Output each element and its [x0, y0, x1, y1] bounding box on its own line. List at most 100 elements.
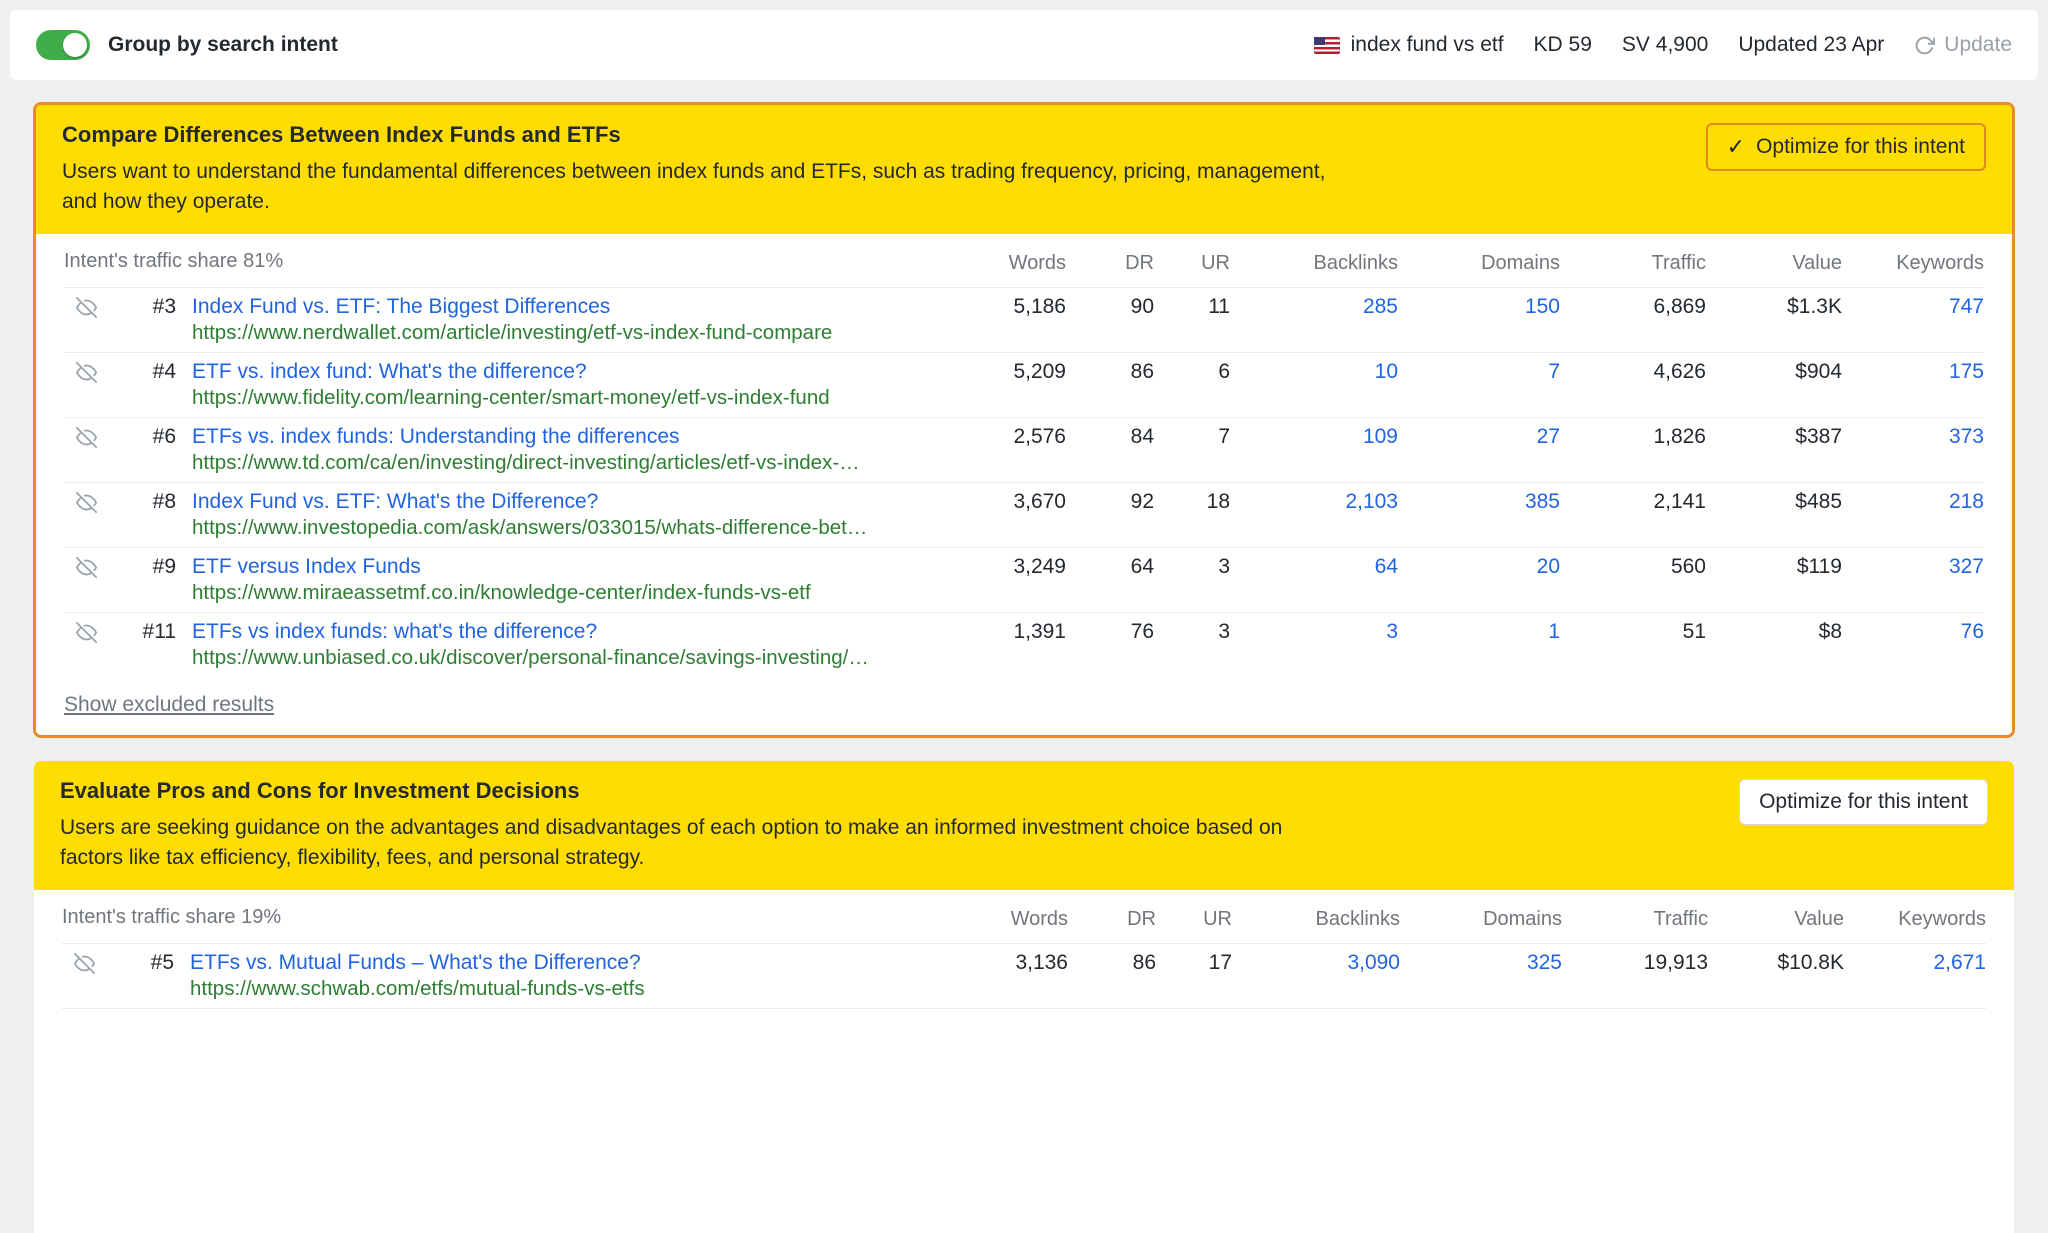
checkmark-icon: ✓: [1726, 134, 1746, 159]
backlinks-link[interactable]: 2,103: [1345, 490, 1398, 513]
result-title-link[interactable]: ETF vs. index fund: What's the differenc…: [192, 360, 587, 383]
value-value: $1.3K: [1787, 295, 1842, 318]
domains-link[interactable]: 7: [1548, 360, 1560, 383]
domains-link[interactable]: 20: [1536, 555, 1560, 578]
domains-link[interactable]: 385: [1524, 490, 1560, 513]
group-by-search-intent-toggle[interactable]: [36, 30, 90, 60]
column-header-value: Value: [1792, 252, 1842, 274]
dr-value: 84: [1130, 425, 1154, 448]
eye-off-icon[interactable]: [76, 427, 97, 448]
result-title-link[interactable]: Index Fund vs. ETF: What's the Differenc…: [192, 490, 599, 513]
result-url-link[interactable]: https://www.td.com/ca/en/investing/direc…: [192, 451, 860, 474]
column-header-value: Value: [1794, 908, 1844, 930]
update-button[interactable]: Update: [1914, 33, 2012, 57]
intent-card-compare-differences: Compare Differences Between Index Funds …: [33, 102, 2015, 738]
domains-cell: 7: [1398, 359, 1560, 385]
intent-description: Users are seeking guidance on the advant…: [60, 816, 1283, 869]
result-title-link[interactable]: ETFs vs. index funds: Understanding the …: [192, 425, 680, 448]
backlinks-cell: 3: [1230, 619, 1398, 645]
result-rank: #6: [152, 425, 176, 448]
backlinks-cell: 2,103: [1230, 489, 1398, 515]
domains-link[interactable]: 1: [1548, 620, 1560, 643]
backlinks-link[interactable]: 109: [1362, 425, 1398, 448]
dr-value: 64: [1130, 555, 1154, 578]
result-rank: #9: [152, 555, 176, 578]
result-rank: #11: [142, 620, 176, 643]
table-row: #5 ETFs vs. Mutual Funds – What's the Dif…: [62, 943, 1986, 1008]
backlinks-link[interactable]: 64: [1374, 555, 1398, 578]
result-rank: #5: [150, 951, 174, 974]
result-url-link[interactable]: https://www.schwab.com/etfs/mutual-funds…: [190, 977, 645, 1000]
keywords-link[interactable]: 373: [1948, 425, 1984, 448]
result-rank: #8: [152, 490, 176, 513]
keywords-link[interactable]: 175: [1948, 360, 1984, 383]
eye-off-icon[interactable]: [76, 557, 97, 578]
value-value: $904: [1795, 360, 1842, 383]
table-row: #8 Index Fund vs. ETF: What's the Differe…: [64, 482, 1984, 547]
traffic-share-label: Intent's traffic share 19%: [62, 906, 282, 928]
card-filler: [62, 1009, 1986, 1233]
result-url-link[interactable]: https://www.nerdwallet.com/article/inves…: [192, 321, 833, 344]
keywords-link[interactable]: 327: [1948, 555, 1984, 578]
result-url-link[interactable]: https://www.fidelity.com/learning-center…: [192, 386, 830, 409]
ur-value: 11: [1208, 295, 1230, 318]
domains-link[interactable]: 150: [1524, 295, 1560, 318]
dr-value: 86: [1132, 951, 1156, 974]
result-title-link[interactable]: ETFs vs. Mutual Funds – What's the Diffe…: [190, 951, 641, 974]
table-row: #4 ETF vs. index fund: What's the differe…: [64, 352, 1984, 417]
backlinks-link[interactable]: 285: [1362, 295, 1398, 318]
eye-off-icon[interactable]: [74, 953, 95, 974]
intent-card-pros-and-cons: Evaluate Pros and Cons for Investment De…: [33, 760, 2015, 1233]
optimize-button-label: Optimize for this intent: [1759, 790, 1968, 813]
traffic-value: 6,869: [1653, 295, 1706, 318]
keywords-link[interactable]: 747: [1948, 295, 1984, 318]
backlinks-cell: 285: [1230, 294, 1398, 320]
result-url-link[interactable]: https://www.unbiased.co.uk/discover/pers…: [192, 646, 869, 669]
backlinks-cell: 3,090: [1232, 950, 1400, 976]
eye-off-icon[interactable]: [76, 622, 97, 643]
optimize-button-label: Optimize for this intent: [1756, 135, 1965, 158]
value-value: $8: [1818, 620, 1842, 643]
eye-off-icon[interactable]: [76, 297, 97, 318]
eye-off-icon[interactable]: [76, 362, 97, 383]
domains-link[interactable]: 325: [1526, 951, 1562, 974]
kd-label: KD 59: [1533, 33, 1592, 56]
result-url-link[interactable]: https://www.investopedia.com/ask/answers…: [192, 516, 868, 539]
refresh-icon: [1914, 35, 1936, 56]
table-row: #3 Index Fund vs. ETF: The Biggest Differ…: [64, 287, 1984, 352]
show-excluded-results-link[interactable]: Show excluded results: [64, 693, 275, 716]
backlinks-link[interactable]: 3: [1386, 620, 1398, 643]
traffic-value: 1,826: [1653, 425, 1706, 448]
backlinks-cell: 10: [1230, 359, 1398, 385]
table-header-row: Intent's traffic share 19% Words DR UR B…: [62, 890, 1986, 943]
keywords-link[interactable]: 76: [1960, 620, 1984, 643]
result-title-link[interactable]: Index Fund vs. ETF: The Biggest Differen…: [192, 295, 611, 318]
intent-description: Users want to understand the fundamental…: [62, 160, 1326, 213]
keywords-link[interactable]: 218: [1948, 490, 1984, 513]
traffic-value: 51: [1682, 620, 1706, 643]
intent-title: Compare Differences Between Index Funds …: [62, 122, 621, 147]
words-value: 3,136: [1015, 951, 1068, 974]
topbar: Group by search intent index fund vs etf…: [10, 10, 2038, 80]
optimize-for-intent-button[interactable]: Optimize for this intent: [1739, 779, 1988, 825]
domains-link[interactable]: 27: [1536, 425, 1560, 448]
words-value: 1,391: [1013, 620, 1066, 643]
backlinks-link[interactable]: 10: [1374, 360, 1398, 383]
result-title-link[interactable]: ETF versus Index Funds: [192, 555, 421, 578]
backlinks-link[interactable]: 3,090: [1347, 951, 1400, 974]
table-body: #3 Index Fund vs. ETF: The Biggest Differ…: [64, 287, 1984, 677]
value-value: $10.8K: [1777, 951, 1844, 974]
result-title-link[interactable]: ETFs vs index funds: what's the differen…: [192, 620, 598, 643]
dr-value: 86: [1130, 360, 1154, 383]
words-value: 3,249: [1013, 555, 1066, 578]
keywords-cell: 373: [1842, 424, 1984, 450]
keyword-block: index fund vs etf: [1313, 33, 1504, 57]
result-url-link[interactable]: https://www.miraeassetmf.co.in/knowledge…: [192, 581, 811, 604]
keywords-cell: 747: [1842, 294, 1984, 320]
keywords-link[interactable]: 2,671: [1933, 951, 1986, 974]
updated-label: Updated 23 Apr: [1738, 33, 1885, 56]
eye-off-icon[interactable]: [76, 492, 97, 513]
ur-value: 18: [1206, 490, 1230, 513]
column-header-ur: UR: [1203, 908, 1232, 930]
optimize-for-intent-button[interactable]: ✓ Optimize for this intent: [1705, 123, 1986, 171]
